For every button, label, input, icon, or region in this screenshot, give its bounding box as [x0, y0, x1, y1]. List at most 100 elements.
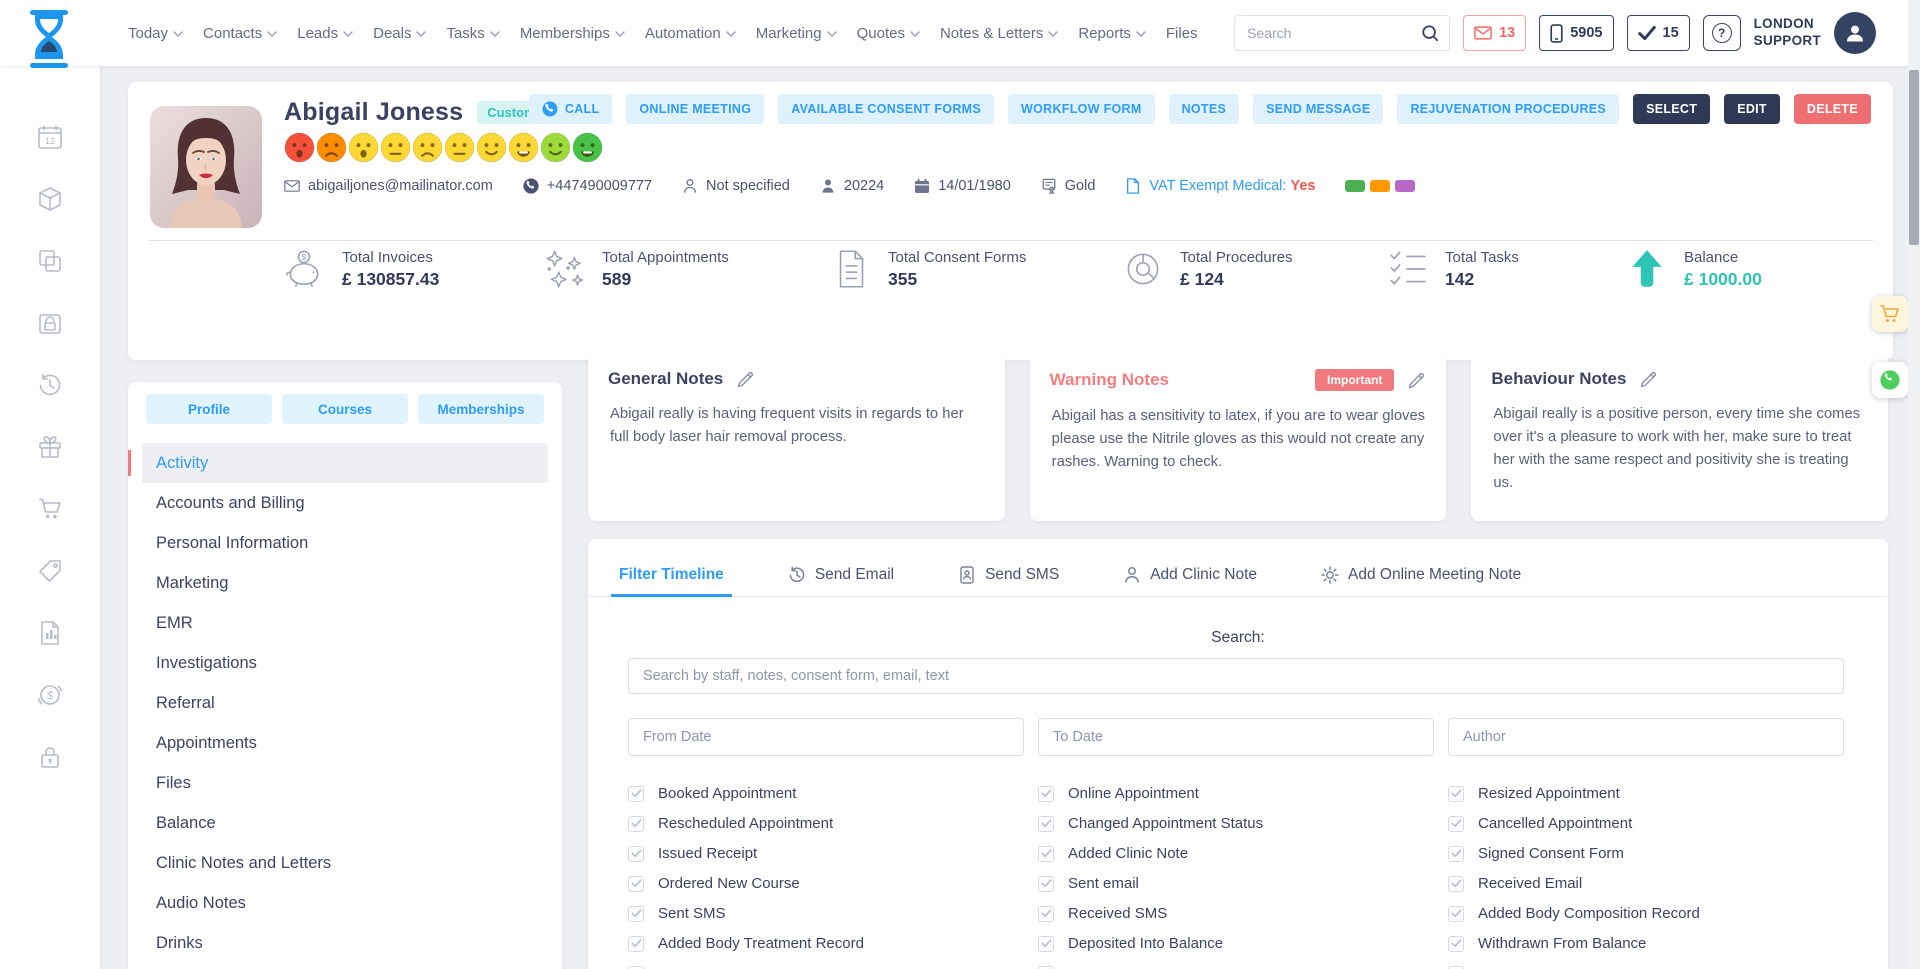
checkbox-checked[interactable]	[1038, 845, 1054, 862]
filter-option[interactable]	[1448, 963, 1844, 969]
mood-emoji[interactable]	[412, 132, 443, 163]
tab-add-clinic-note[interactable]: Add Clinic Note	[1123, 553, 1257, 596]
mood-emoji[interactable]	[380, 132, 411, 163]
customer-email[interactable]: abigailjones@mailinator.com	[284, 178, 493, 194]
profile-menu-item[interactable]: Marketing	[142, 563, 548, 603]
calendar-icon[interactable]: 12	[37, 124, 63, 150]
mood-emoji[interactable]	[348, 132, 379, 163]
mood-emoji[interactable]	[508, 132, 539, 163]
checkbox-checked[interactable]	[1038, 935, 1054, 952]
profile-menu-item[interactable]: Investigations	[142, 643, 548, 683]
floating-cart-button[interactable]	[1872, 296, 1908, 332]
customer-phone[interactable]: +447490009777	[523, 178, 652, 194]
action-button[interactable]: REJUVENATION PROCEDURES	[1397, 94, 1620, 124]
filter-option[interactable]: Withdrawn From Balance	[1448, 933, 1844, 954]
checkbox-checked[interactable]	[628, 905, 644, 922]
checkbox-checked[interactable]	[1448, 875, 1464, 892]
profile-menu-item[interactable]: Files	[142, 763, 548, 803]
filter-option[interactable]: Changed Appointment Status	[1038, 813, 1434, 834]
edit-pencil-icon[interactable]	[737, 370, 755, 388]
timeline-search-input[interactable]	[628, 658, 1844, 694]
search-input[interactable]	[1235, 25, 1412, 41]
tab-filter-timeline[interactable]: Filter Timeline	[611, 553, 732, 597]
profile-menu-item[interactable]: Accounts and Billing	[142, 483, 548, 523]
checkbox-checked[interactable]	[628, 785, 644, 802]
checkbox-checked[interactable]	[628, 875, 644, 892]
scrollbar-thumb[interactable]	[1909, 70, 1919, 245]
filter-option[interactable]: Received SMS	[1038, 903, 1434, 924]
tab-send-sms[interactable]: Send SMS	[958, 553, 1059, 596]
tab-memberships[interactable]: Memberships	[418, 394, 544, 424]
checkbox-checked[interactable]	[1038, 875, 1054, 892]
tab-add-online-meeting-note[interactable]: Add Online Meeting Note	[1321, 553, 1521, 596]
profile-menu-item[interactable]: Personal Information	[142, 523, 548, 563]
filter-option[interactable]: Added Body Treatment Record	[628, 933, 1024, 954]
gifts-icon[interactable]	[37, 434, 63, 460]
checkbox-checked[interactable]	[628, 845, 644, 862]
filter-option[interactable]: Added Body Composition Record	[1448, 903, 1844, 924]
filter-option[interactable]: Cancelled Appointment	[1448, 813, 1844, 834]
checkbox-checked[interactable]	[1448, 905, 1464, 922]
filter-option[interactable]: Rescheduled Appointment	[628, 813, 1024, 834]
nav-item[interactable]: Marketing	[756, 25, 837, 42]
action-button[interactable]: SELECT	[1633, 94, 1711, 124]
price-tag-icon[interactable]	[37, 558, 63, 584]
shop-orders-icon[interactable]	[37, 310, 63, 336]
profile-menu-item[interactable]: Audio Notes	[142, 883, 548, 923]
tab-send-email[interactable]: Send Email	[788, 553, 894, 596]
nav-item[interactable]: Leads	[297, 25, 353, 42]
cart-icon[interactable]	[37, 496, 63, 522]
mood-emoji[interactable]	[476, 132, 507, 163]
action-button[interactable]: DELETE	[1793, 94, 1871, 124]
search-button[interactable]	[1411, 16, 1450, 50]
checkbox-checked[interactable]	[1448, 815, 1464, 832]
filter-option[interactable]: Ordered New Course	[628, 873, 1024, 894]
action-button[interactable]: CALL	[528, 94, 613, 124]
checkbox-checked[interactable]	[1448, 965, 1464, 969]
profile-menu-item[interactable]: Activity	[128, 443, 548, 483]
tasks-badge[interactable]: 15	[1626, 15, 1690, 51]
filter-option[interactable]: Online Appointment	[1038, 783, 1434, 804]
profile-menu-item[interactable]: Balance	[142, 803, 548, 843]
checkbox-checked[interactable]	[628, 935, 644, 952]
filter-option[interactable]	[628, 963, 1024, 969]
help-button[interactable]: ?	[1702, 15, 1741, 51]
customer-vat-status[interactable]: VAT Exempt Medical: Yes	[1125, 178, 1315, 194]
profile-menu-item[interactable]: Referral	[142, 683, 548, 723]
action-button[interactable]: EDIT	[1724, 94, 1780, 124]
filter-option[interactable]: Received Email	[1448, 873, 1844, 894]
checkbox-checked[interactable]	[1448, 935, 1464, 952]
profile-menu-item[interactable]: Appointments	[142, 723, 548, 763]
tag-pill[interactable]	[1370, 180, 1391, 192]
checkbox-checked[interactable]	[1038, 965, 1054, 969]
mood-emoji[interactable]	[572, 132, 603, 163]
action-button[interactable]: WORKFLOW FORM	[1008, 94, 1155, 124]
floating-whatsapp-button[interactable]	[1872, 362, 1908, 398]
messages-badge[interactable]: 13	[1463, 15, 1527, 51]
action-button[interactable]: NOTES	[1168, 94, 1240, 124]
scrollbar-track[interactable]	[1908, 0, 1920, 969]
edit-pencil-icon[interactable]	[1408, 371, 1426, 389]
products-cube-icon[interactable]	[37, 186, 63, 212]
filter-option[interactable]: Added Clinic Note	[1038, 843, 1434, 864]
checkbox-checked[interactable]	[628, 815, 644, 832]
filter-option[interactable]	[1038, 963, 1434, 969]
app-logo-hourglass-icon[interactable]	[26, 10, 72, 68]
filter-option[interactable]: Booked Appointment	[628, 783, 1024, 804]
nav-item[interactable]: Deals	[373, 25, 427, 42]
filter-option[interactable]: Sent email	[1038, 873, 1434, 894]
reports-icon[interactable]	[37, 620, 63, 646]
security-lock-icon[interactable]	[37, 744, 63, 770]
profile-menu-item[interactable]: Clinic Notes and Letters	[142, 843, 548, 883]
filter-option[interactable]: Signed Consent Form	[1448, 843, 1844, 864]
nav-item[interactable]: Reports	[1078, 25, 1146, 42]
checkbox-checked[interactable]	[1038, 785, 1054, 802]
checkbox-checked[interactable]	[1038, 815, 1054, 832]
filter-option[interactable]: Resized Appointment	[1448, 783, 1844, 804]
tab-profile[interactable]: Profile	[146, 394, 272, 424]
checkbox-checked[interactable]	[1038, 905, 1054, 922]
author-input[interactable]	[1448, 718, 1844, 756]
action-button[interactable]: ONLINE MEETING	[626, 94, 765, 124]
nav-item[interactable]: Contacts	[203, 25, 277, 42]
checkbox-checked[interactable]	[1448, 845, 1464, 862]
